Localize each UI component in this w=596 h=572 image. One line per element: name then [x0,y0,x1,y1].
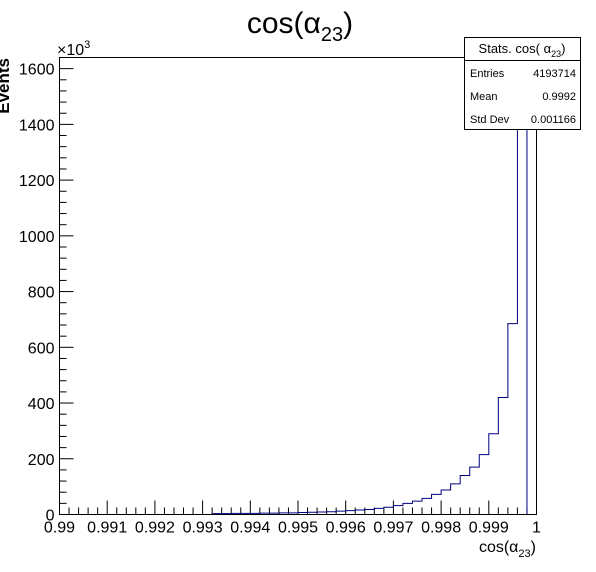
histogram-bin [479,455,489,515]
y-axis-label: Events [0,58,13,114]
y-tick-label: 1400 [19,117,55,134]
histogram-bin [346,511,356,515]
x-tick-label: 0.994 [230,520,270,537]
histogram-bin [441,490,451,515]
y-tick-label: 600 [28,340,55,357]
x-tick-label: 0.99 [44,520,75,537]
histogram-bin [412,501,422,514]
histogram-bin [384,507,394,514]
x-tick-label: 0.995 [278,520,318,537]
x-tick-label: 0.991 [87,520,127,537]
x-axis-label: cos(α23) [479,539,536,560]
histogram-bin [489,434,499,515]
histogram-bin [393,506,403,515]
histogram-bin [403,503,413,514]
histogram-bin [365,509,375,514]
x-tick-label: 0.998 [421,520,461,537]
histogram-bin [336,511,346,514]
stats-title: Stats. cos( α23) [479,41,566,59]
y-tick-label: 1000 [19,229,55,246]
histogram-bin [355,510,365,514]
x-tick-label: 1 [532,520,541,537]
x-tick-label: 0.999 [469,520,509,537]
y-tick-label: 200 [28,452,55,469]
histogram-bin [508,324,518,515]
stats-stddev-label: Std Dev [470,114,510,126]
histogram-bin [460,475,470,514]
y-multiplier: ×103 [57,39,90,59]
stats-entries-label: Entries [470,68,505,80]
stats-mean-value: 0.9992 [542,91,576,103]
histogram-bin [470,467,480,514]
x-tick-label: 0.992 [135,520,175,537]
histogram-bin [374,508,384,514]
chart-title: cos(α23) [247,7,353,46]
histogram-bin [432,494,442,514]
histogram-series-line [211,57,528,515]
histogram-bin [498,397,508,514]
y-tick-label: 1200 [19,173,55,190]
y-tick-label: 800 [28,285,55,302]
y-tick-label: 0 [46,508,55,525]
histogram-bin [422,498,432,514]
y-tick-label: 1600 [19,62,55,79]
stats-box: Stats. cos( α23) Entries 4193714 Mean 0.… [464,37,581,130]
x-tick-label: 0.993 [183,520,223,537]
stats-mean-label: Mean [470,91,498,103]
y-tick-label: 400 [28,396,55,413]
histogram-bin [451,484,461,515]
x-tick-label: 0.997 [373,520,413,537]
stats-stddev-value: 0.001166 [531,114,576,126]
x-tick-label: 0.996 [326,520,366,537]
stats-entries-value: 4193714 [533,68,576,80]
